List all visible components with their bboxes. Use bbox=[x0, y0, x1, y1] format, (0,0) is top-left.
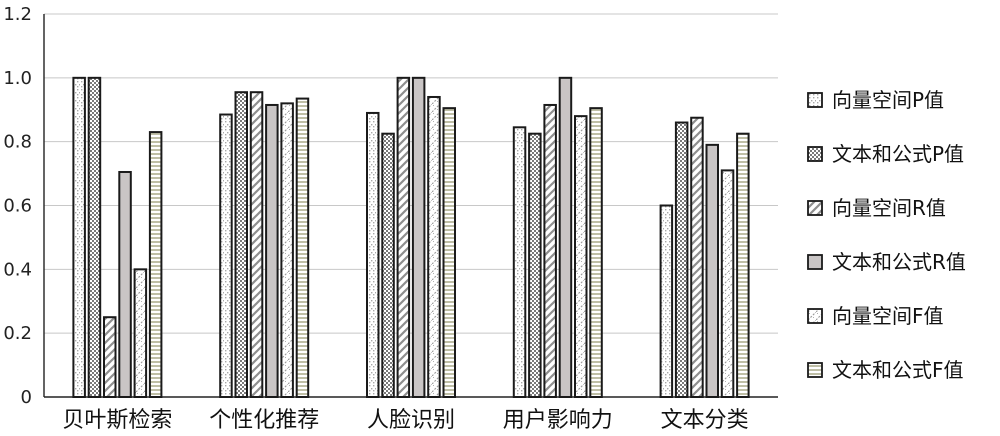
y-tick-label: 1.2 bbox=[3, 4, 32, 25]
bar-1-series-3 bbox=[103, 316, 117, 399]
legend-swatch bbox=[807, 92, 823, 108]
legend-label: 文本和公式R值 bbox=[832, 250, 966, 274]
grid-lines bbox=[44, 13, 778, 398]
bar-1-series-6 bbox=[148, 131, 163, 398]
bar-1-series-2 bbox=[87, 76, 102, 398]
legend-item-5: 向量空间F值 bbox=[807, 304, 944, 328]
bar-4-series-2 bbox=[528, 132, 542, 398]
bar-4-series-6 bbox=[589, 107, 603, 398]
bar-3-series-2 bbox=[381, 132, 395, 398]
bar-2-series-6 bbox=[295, 97, 310, 399]
bar-3-series-4 bbox=[411, 76, 426, 398]
axes: 0 0.2 0.4 0.6 0.8 1.0 1.2 贝叶斯检索 个性化推荐 人脸识别 用户影响力 文本… bbox=[3, 4, 748, 433]
bars bbox=[72, 76, 750, 399]
bar-5-series-3 bbox=[690, 116, 704, 399]
bar-2-series-2 bbox=[234, 91, 248, 398]
bar-2-series-4 bbox=[265, 103, 279, 399]
bar-4-series-1 bbox=[512, 126, 527, 398]
bar-3-series-3 bbox=[396, 76, 411, 398]
bar-4-series-3 bbox=[543, 103, 557, 399]
legend-item-4: 文本和公式R值 bbox=[807, 250, 966, 274]
legend-item-1: 向量空间P值 bbox=[807, 88, 944, 112]
legend-swatch bbox=[807, 254, 823, 270]
legend-label: 向量空间F值 bbox=[832, 304, 944, 328]
bar-5-series-1 bbox=[659, 204, 674, 398]
bar-3-series-6 bbox=[442, 107, 456, 398]
legend-label: 向量空间P值 bbox=[832, 88, 944, 112]
bar-1-series-4 bbox=[118, 170, 132, 398]
y-tick-label: 0.6 bbox=[3, 196, 32, 217]
legend-item-3: 向量空间R值 bbox=[807, 196, 946, 220]
bar-2-series-5 bbox=[280, 102, 294, 398]
y-tick-label: 0 bbox=[21, 387, 32, 408]
legend-label: 文本和公式F值 bbox=[832, 358, 964, 382]
bar-5-series-5 bbox=[720, 169, 735, 398]
bar-3-series-5 bbox=[427, 95, 441, 398]
bar-5-series-6 bbox=[736, 132, 750, 398]
bar-4-series-4 bbox=[558, 76, 573, 398]
legend-swatch bbox=[807, 308, 823, 324]
bar-3-series-1 bbox=[366, 111, 380, 398]
x-category-label: 文本分类 bbox=[661, 408, 749, 433]
bar-2-series-3 bbox=[249, 91, 264, 398]
x-category-label: 贝叶斯检索 bbox=[62, 408, 172, 433]
bar-4-series-5 bbox=[574, 115, 588, 398]
bar-2-series-1 bbox=[219, 113, 233, 398]
x-category-label: 个性化推荐 bbox=[209, 408, 319, 433]
x-category-label: 人脸识别 bbox=[367, 408, 455, 433]
legend-item-6: 文本和公式F值 bbox=[807, 358, 964, 382]
y-tick-label: 0.8 bbox=[3, 132, 32, 153]
legend-swatch bbox=[807, 200, 823, 216]
y-tick-label: 0.4 bbox=[3, 259, 32, 280]
bar-1-series-1 bbox=[72, 76, 86, 398]
y-tick-label: 1.0 bbox=[3, 68, 32, 89]
legend-item-2: 文本和公式P值 bbox=[807, 142, 964, 166]
legend-label: 向量空间R值 bbox=[832, 196, 946, 220]
bar-5-series-4 bbox=[705, 143, 719, 398]
x-category-label: 用户影响力 bbox=[503, 408, 613, 433]
legend-swatch bbox=[807, 362, 823, 378]
legend-label: 文本和公式P值 bbox=[832, 142, 964, 166]
bar-5-series-2 bbox=[674, 121, 689, 399]
bar-1-series-5 bbox=[133, 268, 148, 399]
y-tick-label: 0.2 bbox=[3, 323, 32, 344]
legend-swatch bbox=[807, 146, 823, 162]
